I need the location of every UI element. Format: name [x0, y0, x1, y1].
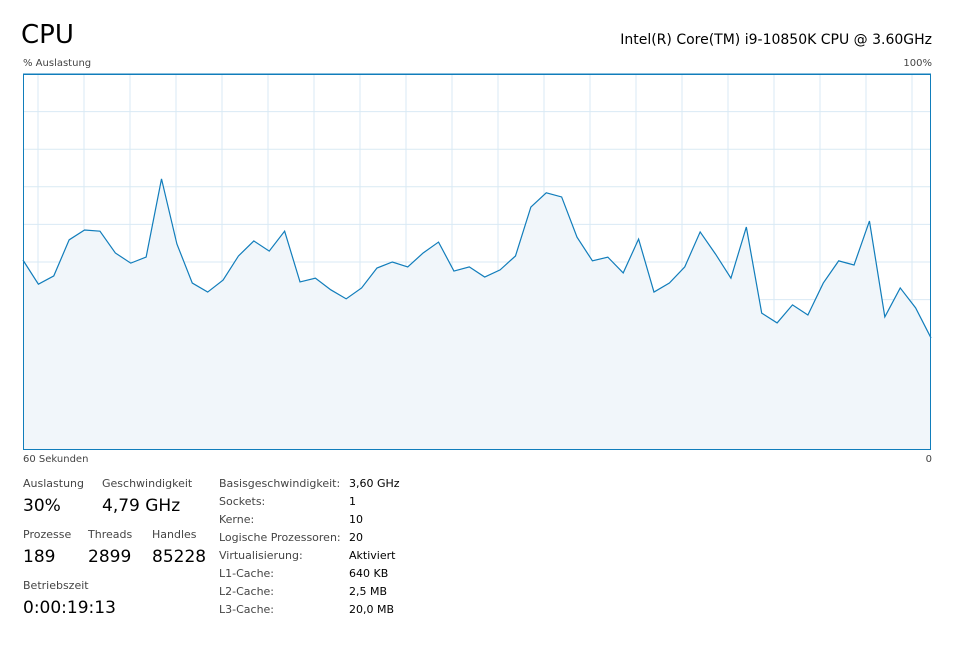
spec-value: 10: [349, 513, 363, 526]
spec-value: Aktiviert: [349, 549, 396, 562]
stat-label: Prozesse: [23, 528, 72, 541]
x-right-label: 0: [925, 454, 932, 465]
spec-value: 1: [349, 495, 356, 508]
spec-label: Sockets:: [219, 495, 266, 508]
spec-value: 640 KB: [349, 567, 389, 580]
spec-label: Basisgeschwindigkeit:: [219, 477, 341, 490]
stat-value: 30%: [23, 496, 61, 516]
stat-label: Geschwindigkeit: [102, 477, 193, 490]
y-label: % Auslastung: [23, 58, 92, 69]
title: CPU: [21, 20, 74, 50]
spec-value: 3,60 GHz: [349, 477, 400, 490]
area: [23, 178, 931, 451]
stat-label: Threads: [88, 528, 133, 541]
stat-value: 2899: [88, 547, 132, 567]
spec-label: L2-Cache:: [219, 585, 275, 598]
stat-value: 0:00:19:13: [23, 598, 116, 618]
spec-label: Logische Prozessoren:: [219, 531, 341, 544]
y-tick-label: 100%: [903, 58, 932, 69]
spec-value: 2,5 MB: [349, 585, 388, 598]
spec-label: L1-Cache:: [219, 567, 275, 580]
spec-label: Kerne:: [219, 513, 255, 526]
spec-value: 20: [349, 531, 363, 544]
processor-name: Intel(R) Core(TM) i9-10850K CPU @ 3.60GH…: [620, 32, 932, 48]
stat-label: Auslastung: [23, 477, 84, 490]
stat-value: 4,79 GHz: [102, 496, 181, 516]
stat-value: 85228: [152, 547, 207, 567]
spec-label: Virtualisierung:: [219, 549, 303, 562]
x-left-label: 60 Sekunden: [23, 454, 89, 465]
line: [22, 178, 932, 339]
plot-border: [23, 74, 931, 450]
stat-label: Handles: [152, 528, 197, 541]
stat-label: Betriebszeit: [23, 579, 89, 592]
stat-value: 189: [23, 547, 56, 567]
spec-label: L3-Cache:: [219, 603, 275, 616]
spec-value: 20,0 MB: [349, 603, 395, 616]
